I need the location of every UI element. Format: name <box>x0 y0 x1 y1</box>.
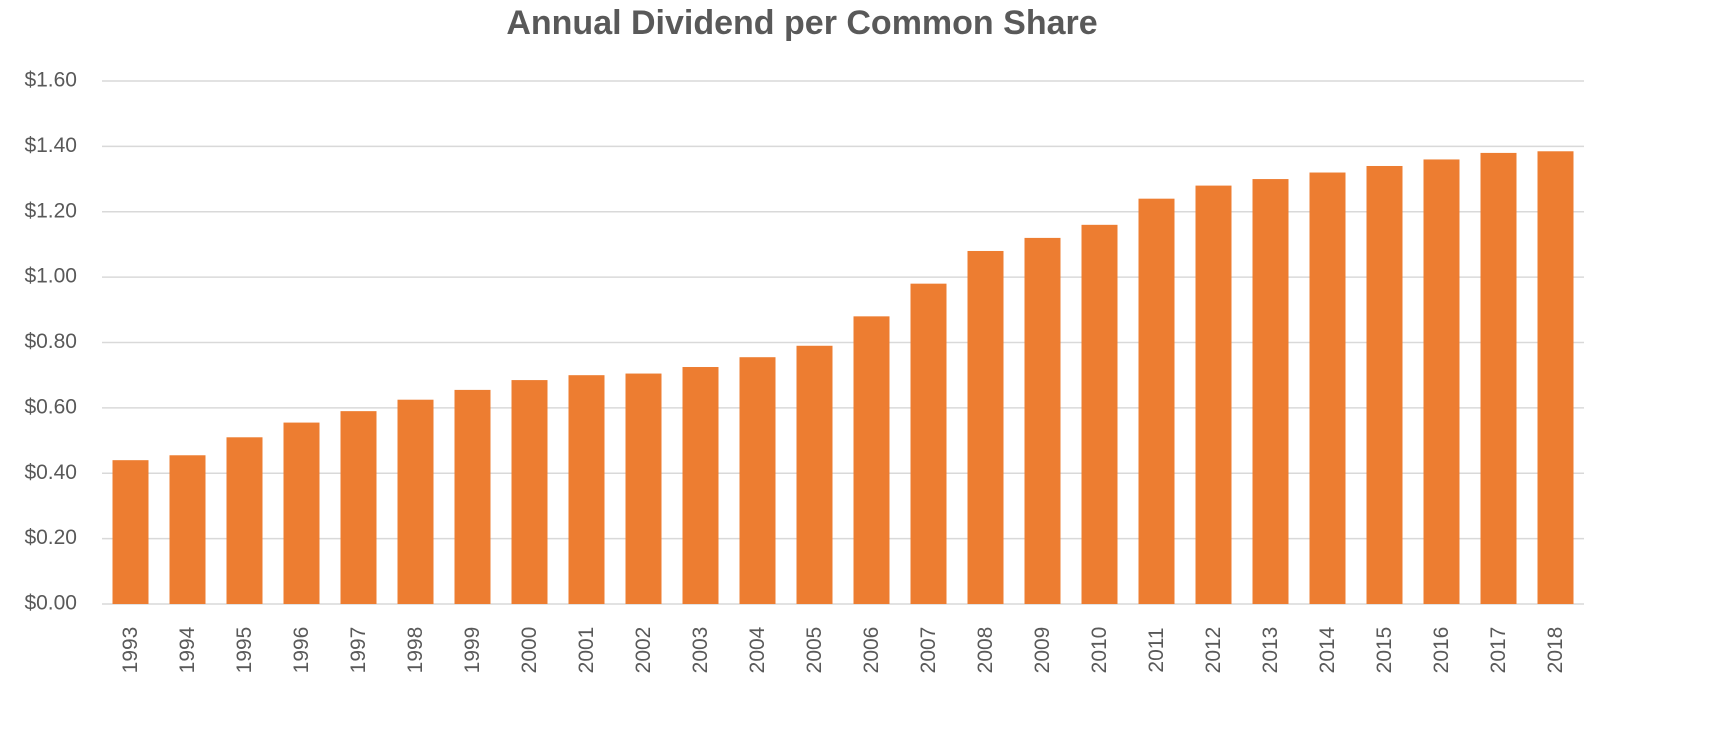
bar <box>511 380 548 604</box>
x-tick-label: 2014 <box>1316 626 1339 673</box>
y-tick-label: $0.00 <box>24 592 77 615</box>
x-tick-label: 2008 <box>974 627 997 674</box>
x-tick-label: 2013 <box>1259 627 1282 674</box>
bar <box>1252 179 1289 604</box>
bar <box>1480 152 1517 604</box>
x-tick-label: 2006 <box>860 627 883 674</box>
x-tick-label: 2010 <box>1088 627 1111 674</box>
y-tick-label: $1.00 <box>24 265 77 288</box>
bar <box>1537 151 1574 604</box>
bar <box>796 345 833 604</box>
x-tick-label: 1997 <box>347 627 370 674</box>
bar <box>340 411 377 604</box>
x-tick-label: 1996 <box>290 627 313 674</box>
bar <box>226 437 263 604</box>
bar <box>739 357 776 604</box>
x-tick-label: 2003 <box>689 627 712 674</box>
y-tick-label: $0.80 <box>24 330 77 353</box>
x-tick-label: 2005 <box>803 627 826 674</box>
bar <box>853 316 890 604</box>
bar <box>1423 159 1460 604</box>
bar <box>112 460 149 604</box>
y-tick-label: $1.60 <box>24 69 77 92</box>
x-tick-label: 2000 <box>518 627 541 674</box>
x-tick-label: 1994 <box>176 626 199 673</box>
bar <box>1366 165 1403 605</box>
bar <box>1309 172 1346 604</box>
bar <box>967 250 1004 604</box>
bar <box>169 455 206 604</box>
x-tick-label: 2018 <box>1544 627 1567 674</box>
bar <box>625 373 662 604</box>
x-tick-label: 1995 <box>233 627 256 674</box>
y-tick-label: $1.40 <box>24 134 77 157</box>
y-tick-label: $0.40 <box>24 461 77 484</box>
bar <box>454 389 491 604</box>
x-tick-label: 2007 <box>917 627 940 674</box>
x-tick-label: 2001 <box>575 627 598 674</box>
bar <box>397 399 434 604</box>
bar <box>1024 237 1061 604</box>
x-tick-label: 2009 <box>1031 627 1054 674</box>
bar <box>682 367 719 604</box>
y-tick-label: $0.60 <box>24 395 77 418</box>
bar <box>1081 224 1118 604</box>
bar <box>1138 198 1175 605</box>
x-tick-label: 1998 <box>404 627 427 674</box>
y-tick-label: $1.20 <box>24 199 77 222</box>
x-tick-label: 2015 <box>1373 627 1396 674</box>
x-tick-label: 1999 <box>461 627 484 674</box>
x-tick-label: 2017 <box>1487 627 1510 674</box>
x-tick-label: 2016 <box>1430 627 1453 674</box>
x-tick-label: 2011 <box>1145 627 1168 672</box>
x-tick-label: 2002 <box>632 627 655 674</box>
y-tick-label: $0.20 <box>24 526 77 549</box>
bar <box>568 375 605 604</box>
x-tick-label: 2012 <box>1202 627 1225 674</box>
bar <box>910 283 947 604</box>
x-tick-label: 1993 <box>119 627 142 674</box>
bar <box>1195 185 1232 604</box>
x-tick-label: 2004 <box>746 626 769 673</box>
bar <box>283 422 320 604</box>
chart-title: Annual Dividend per Common Share <box>506 4 1097 42</box>
